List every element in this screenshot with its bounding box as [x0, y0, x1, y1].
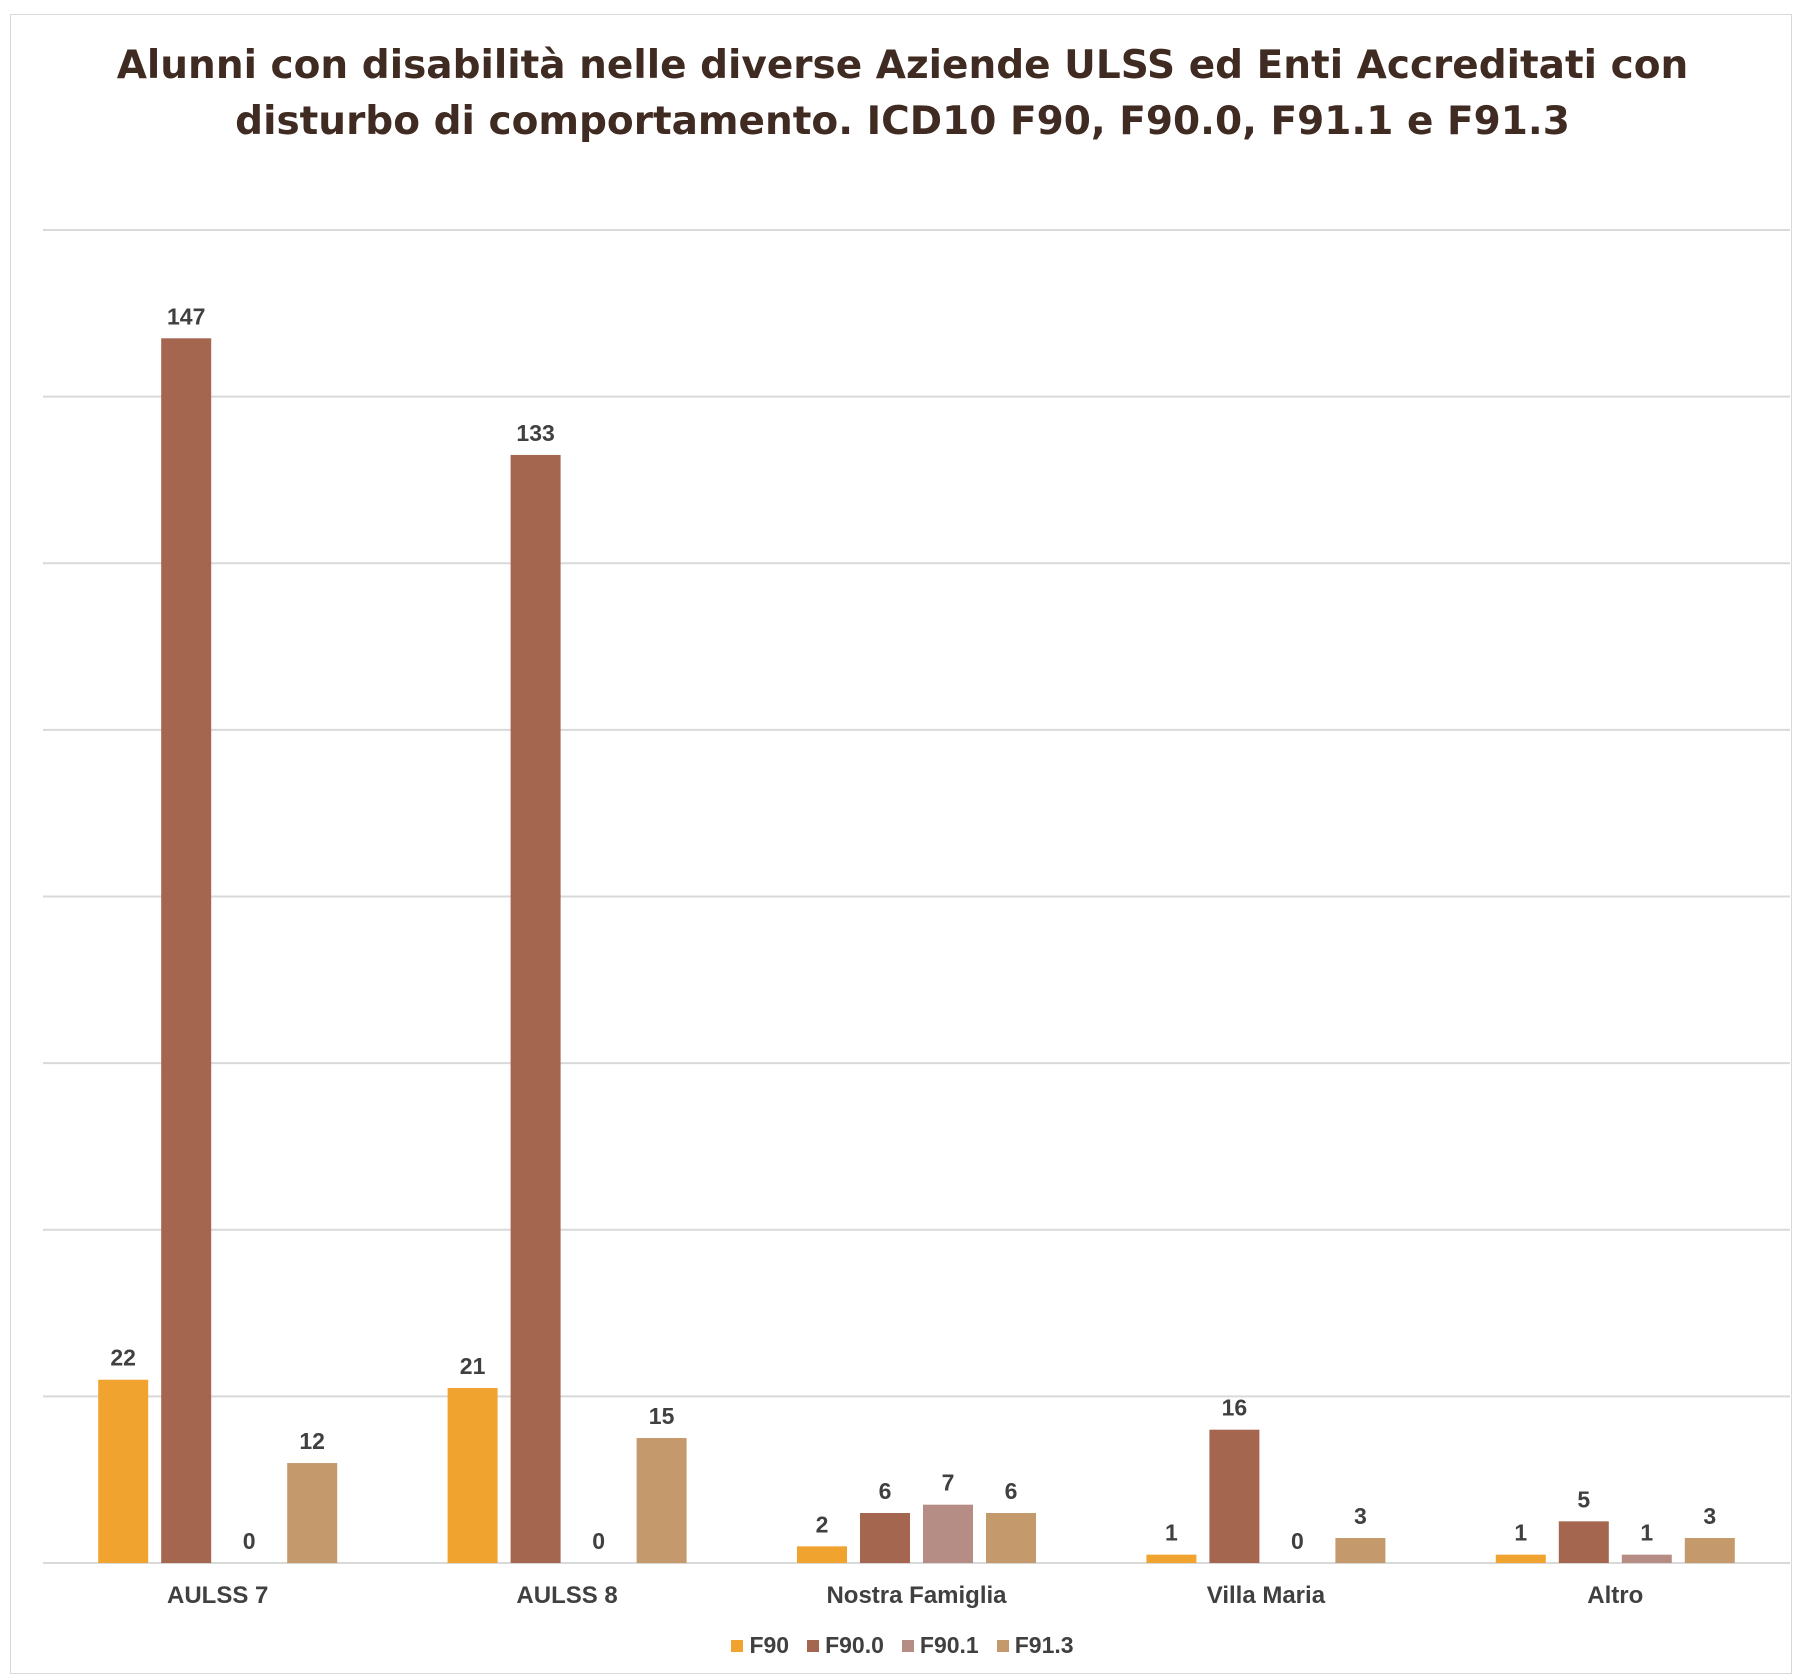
bar — [923, 1504, 973, 1563]
chart-title-line-2: disturbo di comportamento. ICD10 F90, F9… — [235, 99, 1570, 144]
data-label: 16 — [1222, 1395, 1248, 1421]
bar — [636, 1438, 687, 1563]
legend-swatch — [901, 1639, 914, 1652]
bar — [1621, 1554, 1672, 1563]
data-label: 1 — [1640, 1520, 1653, 1546]
data-label: 12 — [299, 1428, 325, 1454]
data-label: 21 — [460, 1353, 486, 1379]
data-label: 2 — [816, 1511, 829, 1537]
bar — [860, 1513, 910, 1563]
data-label: 5 — [1577, 1486, 1590, 1512]
x-tick-label: Villa Maria — [1207, 1582, 1326, 1609]
data-label: 0 — [1291, 1528, 1304, 1554]
legend-swatch — [731, 1639, 744, 1652]
data-label: 1 — [1165, 1520, 1178, 1546]
data-label: 7 — [942, 1470, 955, 1496]
bar — [161, 338, 212, 1563]
chart-title: Alunni con disabilità nelle diverse Azie… — [0, 38, 1805, 150]
data-label: 1 — [1514, 1520, 1527, 1546]
bar — [1146, 1554, 1197, 1563]
bar — [1495, 1554, 1546, 1563]
bar — [1335, 1538, 1386, 1563]
legend-label: F91.3 — [1014, 1632, 1074, 1658]
data-label: 3 — [1354, 1503, 1367, 1529]
data-label: 15 — [649, 1403, 675, 1429]
bar — [986, 1513, 1036, 1563]
x-tick-label: AULSS 7 — [167, 1582, 268, 1609]
bar — [1558, 1521, 1609, 1563]
bar — [287, 1463, 338, 1563]
bar — [510, 454, 561, 1564]
chart-legend: F90 F90.0 F90.1 F91.3 — [0, 1632, 1805, 1659]
bar — [797, 1546, 847, 1563]
bar — [1684, 1538, 1735, 1563]
data-label: 6 — [1005, 1478, 1018, 1504]
data-label: 0 — [592, 1528, 605, 1554]
bar — [1209, 1429, 1260, 1563]
legend-swatch — [996, 1639, 1009, 1652]
chart-title-line-1: Alunni con disabilità nelle diverse Azie… — [116, 43, 1689, 88]
legend-item: F91.3 — [996, 1632, 1074, 1659]
data-label: 3 — [1703, 1503, 1716, 1529]
data-label: 147 — [167, 303, 205, 329]
legend-item: F90.1 — [901, 1632, 979, 1659]
legend-label: F90 — [749, 1632, 790, 1658]
data-label: 22 — [110, 1345, 136, 1371]
bar — [98, 1379, 149, 1563]
data-label: 0 — [243, 1528, 256, 1554]
legend-item: F90 — [731, 1632, 789, 1659]
legend-label: F90.1 — [919, 1632, 979, 1658]
x-tick-label: Altro — [1587, 1582, 1643, 1609]
data-label: 6 — [879, 1478, 892, 1504]
x-tick-label: Nostra Famiglia — [826, 1582, 1007, 1609]
bar — [447, 1388, 498, 1563]
legend-label: F90.0 — [825, 1632, 884, 1658]
legend-item: F90.0 — [807, 1632, 884, 1659]
x-tick-label: AULSS 8 — [516, 1582, 617, 1609]
data-label: 133 — [516, 420, 554, 446]
legend-swatch — [807, 1639, 820, 1652]
